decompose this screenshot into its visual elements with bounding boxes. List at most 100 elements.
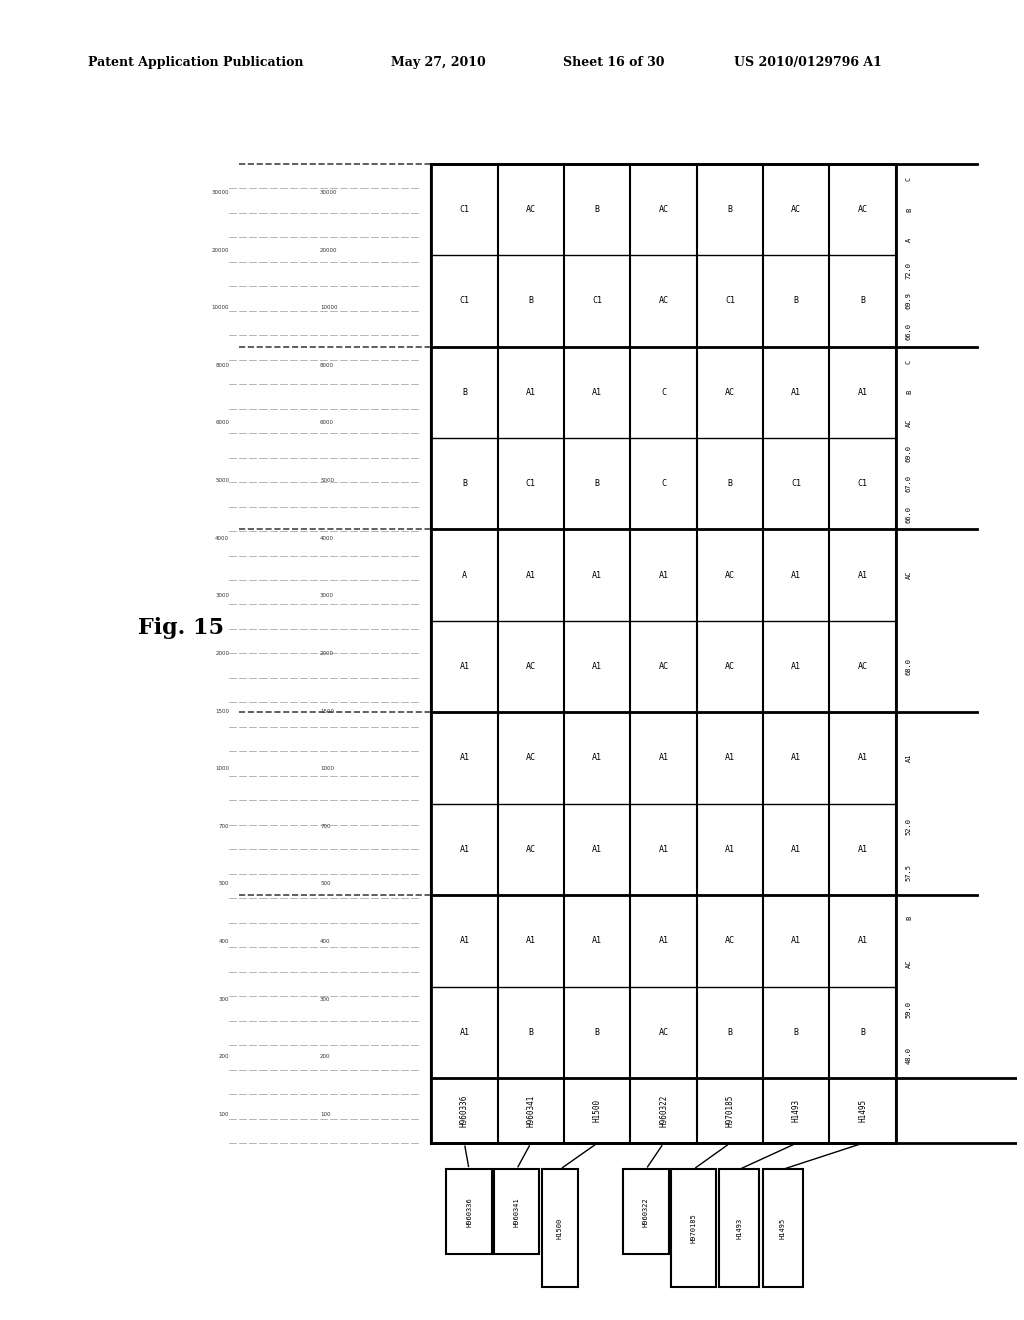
Text: 57.5: 57.5: [906, 863, 912, 880]
Text: C: C: [662, 479, 666, 488]
Text: B: B: [794, 296, 799, 305]
Text: 10000: 10000: [212, 305, 229, 310]
Text: B: B: [727, 1028, 732, 1036]
Text: AC: AC: [525, 663, 536, 671]
Text: A1: A1: [858, 754, 867, 763]
Text: A1: A1: [460, 663, 469, 671]
Text: 300: 300: [219, 997, 229, 1002]
Text: A1: A1: [792, 663, 801, 671]
Text: A1: A1: [525, 936, 536, 945]
Text: AC: AC: [906, 418, 912, 426]
Text: 10000: 10000: [321, 305, 338, 310]
Text: H960322: H960322: [659, 1094, 668, 1127]
Text: 6000: 6000: [321, 421, 334, 425]
Text: B: B: [595, 1028, 600, 1036]
Text: A1: A1: [906, 754, 912, 762]
Text: 200: 200: [219, 1055, 229, 1060]
Text: 66.0: 66.0: [906, 323, 912, 339]
Text: B: B: [595, 479, 600, 488]
Text: 52.0: 52.0: [906, 818, 912, 836]
Text: 3000: 3000: [321, 594, 334, 598]
Text: AC: AC: [658, 296, 669, 305]
Text: 400: 400: [321, 939, 331, 944]
Text: US 2010/0129796 A1: US 2010/0129796 A1: [734, 55, 882, 69]
Text: A: A: [906, 238, 912, 242]
Text: A1: A1: [658, 845, 669, 854]
Text: 700: 700: [321, 824, 331, 829]
Text: A1: A1: [592, 570, 602, 579]
Text: 66.0: 66.0: [906, 506, 912, 523]
Bar: [763, 1170, 803, 1287]
Text: 5000: 5000: [215, 478, 229, 483]
Text: A1: A1: [792, 388, 801, 397]
Text: H960336: H960336: [460, 1094, 469, 1127]
Text: AC: AC: [906, 570, 912, 579]
Text: 500: 500: [321, 882, 331, 887]
Text: B: B: [462, 479, 467, 488]
Text: 20000: 20000: [321, 248, 338, 252]
Text: 59.0: 59.0: [906, 1001, 912, 1018]
Text: 100: 100: [321, 1111, 331, 1117]
Text: H1495: H1495: [858, 1100, 867, 1122]
Text: A1: A1: [725, 754, 735, 763]
Text: A1: A1: [460, 1028, 469, 1036]
Text: AC: AC: [858, 663, 867, 671]
Text: 400: 400: [219, 939, 229, 944]
Text: H960341: H960341: [526, 1094, 536, 1127]
Text: 700: 700: [219, 824, 229, 829]
Text: B: B: [528, 296, 534, 305]
Text: B: B: [860, 296, 865, 305]
Text: 1000: 1000: [321, 766, 334, 771]
Text: A1: A1: [725, 845, 735, 854]
Text: 4000: 4000: [321, 536, 334, 541]
Text: AC: AC: [725, 570, 735, 579]
Bar: [719, 1170, 760, 1287]
Text: 1500: 1500: [215, 709, 229, 714]
Text: 4000: 4000: [215, 536, 229, 541]
Text: 2000: 2000: [215, 651, 229, 656]
Text: B: B: [595, 205, 600, 214]
Text: C1: C1: [792, 479, 801, 488]
Text: A: A: [462, 570, 467, 579]
Text: A1: A1: [460, 936, 469, 945]
Text: 2000: 2000: [321, 651, 334, 656]
Text: 1500: 1500: [321, 709, 334, 714]
Text: 3000: 3000: [215, 594, 229, 598]
Text: H1493: H1493: [736, 1217, 742, 1238]
Text: AC: AC: [658, 1028, 669, 1036]
Text: AC: AC: [525, 754, 536, 763]
Text: B: B: [906, 391, 912, 395]
Bar: [494, 1170, 540, 1254]
Text: 100: 100: [219, 1111, 229, 1117]
Bar: [624, 1170, 669, 1254]
Text: C: C: [906, 177, 912, 181]
Text: B: B: [794, 1028, 799, 1036]
Text: A1: A1: [858, 845, 867, 854]
Text: A1: A1: [592, 936, 602, 945]
Text: 69.9: 69.9: [906, 292, 912, 309]
Text: 1000: 1000: [215, 766, 229, 771]
Text: AC: AC: [725, 936, 735, 945]
Text: A1: A1: [658, 936, 669, 945]
Text: AC: AC: [725, 388, 735, 397]
Text: 300: 300: [321, 997, 331, 1002]
Text: May 27, 2010: May 27, 2010: [391, 55, 485, 69]
Text: A1: A1: [592, 388, 602, 397]
Text: B: B: [528, 1028, 534, 1036]
Text: C1: C1: [725, 296, 735, 305]
Bar: [446, 1170, 492, 1254]
Text: B: B: [906, 916, 912, 920]
Text: AC: AC: [525, 845, 536, 854]
Text: 48.0: 48.0: [906, 1047, 912, 1064]
Text: A1: A1: [858, 570, 867, 579]
Text: A1: A1: [792, 570, 801, 579]
Text: A1: A1: [858, 936, 867, 945]
Text: A1: A1: [792, 754, 801, 763]
Text: AC: AC: [858, 205, 867, 214]
Text: Patent Application Publication: Patent Application Publication: [88, 55, 303, 69]
Text: H960322: H960322: [643, 1197, 649, 1226]
Text: C: C: [662, 388, 666, 397]
Text: A1: A1: [858, 388, 867, 397]
Text: A1: A1: [658, 570, 669, 579]
Text: 200: 200: [321, 1055, 331, 1060]
